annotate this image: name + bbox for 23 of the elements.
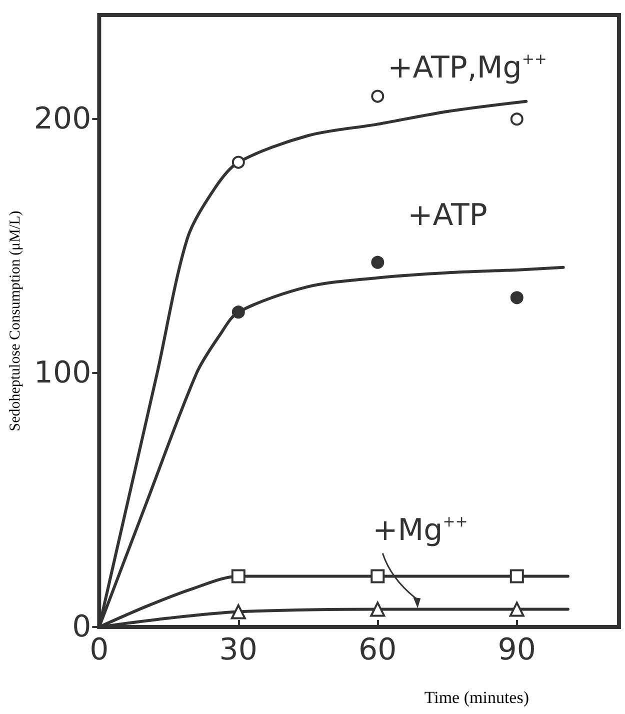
y-tick-label: 0 bbox=[72, 610, 92, 644]
point bbox=[371, 90, 384, 103]
series-label: +ATP,Mg++ bbox=[388, 50, 547, 86]
x-tick-label: 30 bbox=[219, 632, 258, 668]
point bbox=[510, 112, 524, 126]
y-tick-label: 200 bbox=[34, 102, 92, 137]
point bbox=[232, 306, 245, 319]
point bbox=[370, 602, 386, 617]
y-tick-label: 100 bbox=[34, 356, 92, 391]
series-label: +ATP bbox=[408, 198, 488, 233]
point bbox=[510, 291, 524, 304]
y-axis-title: Sedoheptulose Consumption (μM/L) bbox=[8, 210, 24, 432]
x-axis-title: Time (minutes) bbox=[424, 688, 529, 707]
x-tick-label: 60 bbox=[358, 632, 397, 668]
point bbox=[231, 569, 246, 584]
point bbox=[232, 156, 245, 169]
point bbox=[230, 604, 246, 620]
point bbox=[371, 256, 384, 269]
point bbox=[370, 569, 385, 584]
series-label: +Mg++ bbox=[372, 512, 468, 548]
x-tick-label: 90 bbox=[498, 632, 536, 668]
point bbox=[509, 602, 524, 617]
point bbox=[510, 569, 524, 584]
